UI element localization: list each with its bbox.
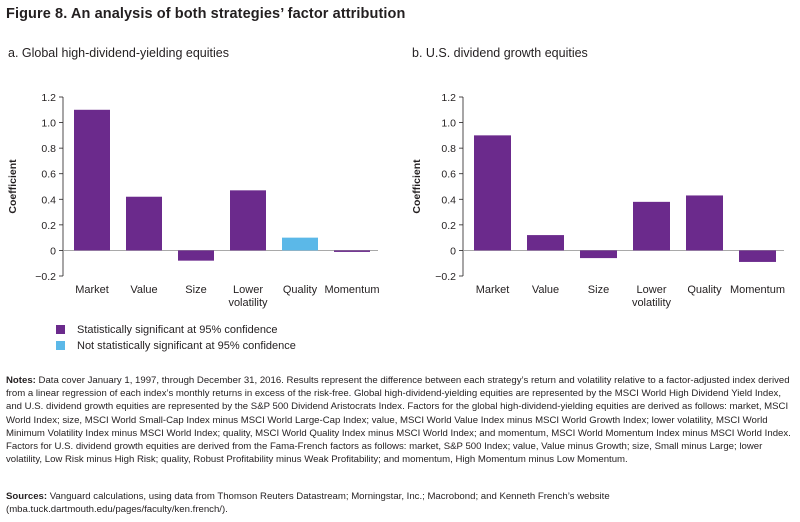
chart-b-y-axis-title: Coefficient bbox=[411, 159, 423, 214]
legend-item-significant: Statistically significant at 95% confide… bbox=[56, 324, 278, 336]
chart-b-x-tick-label: Market bbox=[476, 284, 510, 296]
chart-a-x-tick-label: Market bbox=[75, 284, 109, 296]
chart-a-y-tick-label: 1.2 bbox=[41, 92, 56, 104]
legend-swatch-significant bbox=[56, 324, 65, 334]
chart-a-y-axis-title: Coefficient bbox=[7, 159, 19, 214]
chart-b-bar-size bbox=[580, 250, 617, 259]
chart-a: Coefficient 1.2 1.0 0.8 0.6 0.4 0.2 0 −0.2 Market… bbox=[7, 92, 380, 309]
chart-a-y-tick-label: 0 bbox=[50, 245, 56, 257]
chart-a-x-tick-label: volatility bbox=[228, 297, 268, 309]
notes: Notes: Data cover January 1, 1997, throu… bbox=[6, 374, 794, 466]
chart-a-bar-size bbox=[178, 250, 214, 261]
chart-b: Coefficient 1.2 1.0 0.8 0.6 0.4 0.2 0 −0.2 Market… bbox=[411, 92, 785, 309]
chart-a-y-tick-label: −0.2 bbox=[35, 271, 56, 283]
sources: Sources: Vanguard calculations, using da… bbox=[6, 490, 794, 516]
chart-b-bar-quality bbox=[686, 195, 723, 251]
chart-b-x-tick-label: Value bbox=[532, 284, 559, 296]
chart-a-x-tick-label: Momentum bbox=[324, 284, 379, 296]
chart-b-y-tick-label: 1.2 bbox=[441, 92, 456, 104]
chart-b-bar-momentum bbox=[739, 250, 776, 262]
chart-a-bar-market bbox=[74, 109, 110, 251]
chart-b-bar-lower-volatility bbox=[633, 201, 670, 251]
panel-a-title: a. Global high-dividend-yielding equitie… bbox=[8, 46, 229, 60]
legend-label-not-significant: Not statistically significant at 95% con… bbox=[77, 340, 296, 352]
chart-b-y-tick-label: 0.8 bbox=[441, 143, 456, 155]
sources-text: Vanguard calculations, using data from T… bbox=[6, 491, 610, 516]
figure-title: Figure 8. An analysis of both strategies… bbox=[6, 6, 406, 22]
chart-b-x-tick-label: Size bbox=[588, 284, 609, 296]
chart-a-y-tick-label: 0.2 bbox=[41, 220, 56, 232]
chart-a-x-tick-label: Lower bbox=[233, 284, 263, 296]
chart-b-y-tick-label: 1.0 bbox=[441, 118, 456, 130]
chart-a-bar-momentum bbox=[334, 250, 370, 252]
chart-b-y-tick-label: 0 bbox=[450, 245, 456, 257]
panel-b-title: b. U.S. dividend growth equities bbox=[412, 46, 588, 60]
chart-a-x-tick-label: Quality bbox=[283, 284, 318, 296]
chart-a-bar-value bbox=[126, 196, 162, 251]
chart-b-bar-market bbox=[474, 135, 511, 251]
chart-b-y-tick-label: −0.2 bbox=[435, 271, 456, 283]
chart-b-x-tick-label: Momentum bbox=[730, 284, 785, 296]
chart-b-y-tick-label: 0.6 bbox=[441, 169, 456, 181]
chart-a-y-tick-label: 1.0 bbox=[41, 118, 56, 130]
chart-b-x-tick-label: Quality bbox=[687, 284, 722, 296]
notes-text: Data cover January 1, 1997, through Dece… bbox=[6, 375, 791, 466]
legend-label-significant: Statistically significant at 95% confide… bbox=[77, 324, 278, 336]
chart-b-bar-value bbox=[527, 235, 564, 251]
chart-b-y-tick-label: 0.2 bbox=[441, 220, 456, 232]
chart-b-x-tick-label: volatility bbox=[632, 297, 672, 309]
chart-b-y-tick-label: 0.4 bbox=[441, 194, 456, 206]
chart-a-x-tick-label: Value bbox=[130, 284, 157, 296]
chart-a-y-tick-label: 0.8 bbox=[41, 143, 56, 155]
legend-swatch-not-significant bbox=[56, 340, 65, 350]
notes-label: Notes: bbox=[6, 375, 36, 386]
chart-a-y-tick-label: 0.6 bbox=[41, 169, 56, 181]
chart-a-x-tick-label: Size bbox=[185, 284, 206, 296]
chart-a-y-tick-label: 0.4 bbox=[41, 194, 56, 206]
sources-label: Sources: bbox=[6, 491, 48, 502]
chart-b-x-tick-label: Lower bbox=[637, 284, 667, 296]
chart-a-bar-lower-volatility bbox=[230, 190, 266, 251]
chart-a-bar-quality bbox=[282, 237, 318, 251]
legend-item-not-significant: Not statistically significant at 95% con… bbox=[56, 340, 296, 352]
